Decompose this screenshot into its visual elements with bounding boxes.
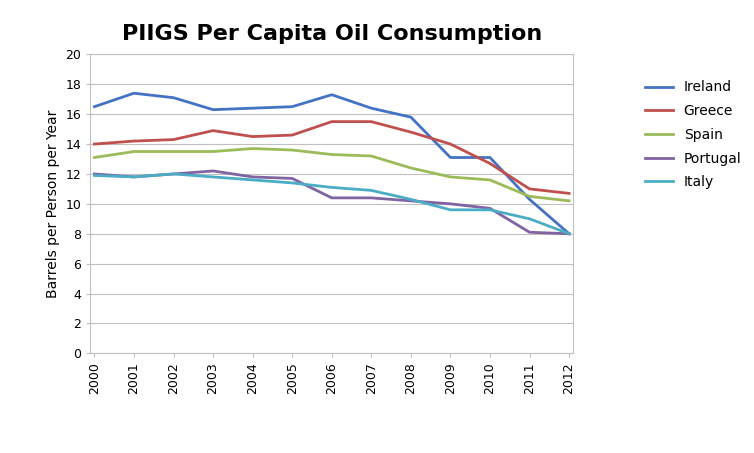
Ireland bbox=[248, 106, 257, 111]
Ireland bbox=[209, 107, 218, 112]
Portugal bbox=[327, 195, 336, 201]
Ireland bbox=[486, 155, 495, 160]
Spain bbox=[90, 155, 99, 160]
Spain bbox=[525, 194, 534, 199]
Portugal bbox=[565, 231, 574, 236]
Portugal bbox=[288, 176, 297, 181]
Legend: Ireland, Greece, Spain, Portugal, Italy: Ireland, Greece, Spain, Portugal, Italy bbox=[639, 75, 747, 195]
Greece bbox=[90, 141, 99, 147]
Italy bbox=[525, 216, 534, 222]
Greece bbox=[565, 191, 574, 196]
Ireland bbox=[288, 104, 297, 109]
Line: Portugal: Portugal bbox=[94, 171, 569, 234]
Greece bbox=[169, 137, 178, 142]
Line: Italy: Italy bbox=[94, 174, 569, 234]
Portugal bbox=[169, 171, 178, 177]
Portugal bbox=[366, 195, 375, 201]
Spain bbox=[209, 149, 218, 154]
Spain bbox=[565, 198, 574, 203]
Spain bbox=[486, 177, 495, 183]
Y-axis label: Barrels per Person per Year: Barrels per Person per Year bbox=[46, 110, 60, 298]
Ireland bbox=[565, 231, 574, 236]
Portugal bbox=[248, 174, 257, 180]
Italy bbox=[209, 174, 218, 180]
Ireland bbox=[446, 155, 455, 160]
Portugal bbox=[486, 206, 495, 211]
Italy bbox=[486, 207, 495, 212]
Spain bbox=[169, 149, 178, 154]
Line: Greece: Greece bbox=[94, 121, 569, 193]
Greece bbox=[209, 128, 218, 133]
Ireland bbox=[169, 95, 178, 101]
Portugal bbox=[525, 230, 534, 235]
Spain bbox=[130, 149, 139, 154]
Ireland bbox=[406, 115, 415, 120]
Italy bbox=[406, 197, 415, 202]
Portugal bbox=[90, 171, 99, 177]
Greece bbox=[248, 134, 257, 140]
Ireland bbox=[327, 92, 336, 97]
Ireland bbox=[90, 104, 99, 109]
Spain bbox=[327, 152, 336, 157]
Greece bbox=[130, 138, 139, 144]
Ireland bbox=[366, 106, 375, 111]
Italy bbox=[130, 174, 139, 180]
Greece bbox=[288, 132, 297, 138]
Portugal bbox=[130, 174, 139, 180]
Portugal bbox=[209, 168, 218, 173]
Portugal bbox=[446, 201, 455, 207]
Greece bbox=[366, 119, 375, 124]
Italy bbox=[288, 180, 297, 186]
Italy bbox=[446, 207, 455, 212]
Ireland bbox=[525, 197, 534, 202]
Greece bbox=[525, 186, 534, 192]
Italy bbox=[169, 171, 178, 177]
Spain bbox=[248, 146, 257, 151]
Italy bbox=[327, 185, 336, 190]
Italy bbox=[90, 173, 99, 178]
Greece bbox=[486, 161, 495, 166]
Spain bbox=[406, 165, 415, 171]
Greece bbox=[406, 130, 415, 135]
Spain bbox=[366, 153, 375, 159]
Line: Spain: Spain bbox=[94, 149, 569, 201]
Italy bbox=[248, 177, 257, 183]
Spain bbox=[446, 174, 455, 180]
Line: Ireland: Ireland bbox=[94, 93, 569, 234]
Spain bbox=[288, 147, 297, 153]
Greece bbox=[446, 141, 455, 147]
Title: PIIGS Per Capita Oil Consumption: PIIGS Per Capita Oil Consumption bbox=[121, 24, 542, 44]
Italy bbox=[565, 231, 574, 236]
Portugal bbox=[406, 198, 415, 203]
Greece bbox=[327, 119, 336, 124]
Ireland bbox=[130, 91, 139, 96]
Italy bbox=[366, 188, 375, 193]
